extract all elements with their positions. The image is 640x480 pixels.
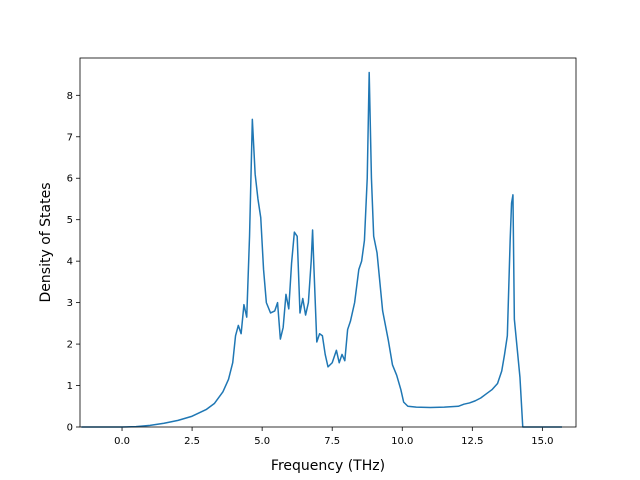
y-tick-label: 5	[67, 215, 73, 226]
x-tick-label: 2.5	[184, 436, 200, 447]
y-axis-label: Density of States	[38, 183, 54, 303]
y-tick-label: 4	[67, 257, 73, 268]
x-tick-label: 10.0	[391, 436, 413, 447]
y-tick-label: 7	[67, 132, 73, 143]
x-tick-label: 12.5	[461, 436, 483, 447]
y-tick-label: 6	[67, 174, 73, 185]
y-tick-label: 1	[67, 381, 73, 392]
y-axis-ticks: 0 1 2 3 4 5 6 7 8	[67, 91, 80, 434]
dos-series-line	[81, 71, 562, 428]
x-tick-label: 7.5	[324, 436, 340, 447]
plot-frame	[79, 57, 577, 428]
x-tick-label: 5.0	[254, 436, 270, 447]
y-tick-label: 8	[67, 91, 73, 102]
x-tick-label: 0.0	[114, 436, 130, 447]
y-tick-label: 0	[67, 423, 73, 434]
x-axis-ticks: 0.0 2.5 5.0 7.5 10.0 12.5 15.0	[114, 427, 554, 447]
series-layer	[81, 71, 562, 428]
y-tick-label: 3	[67, 298, 73, 309]
y-tick-label: 2	[67, 340, 73, 351]
x-axis-label: Frequency (THz)	[271, 458, 385, 474]
x-tick-label: 15.0	[531, 436, 553, 447]
